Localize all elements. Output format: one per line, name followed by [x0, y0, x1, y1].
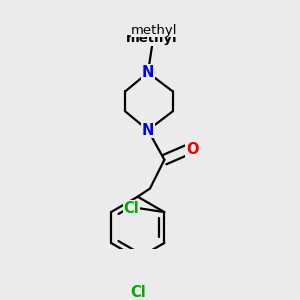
- Text: Cl: Cl: [124, 200, 140, 215]
- Text: methyl: methyl: [131, 24, 177, 37]
- Text: methyl: methyl: [126, 32, 178, 45]
- Text: N: N: [142, 65, 154, 80]
- Text: N: N: [142, 123, 154, 138]
- Text: O: O: [186, 142, 199, 157]
- Text: Cl: Cl: [130, 285, 146, 300]
